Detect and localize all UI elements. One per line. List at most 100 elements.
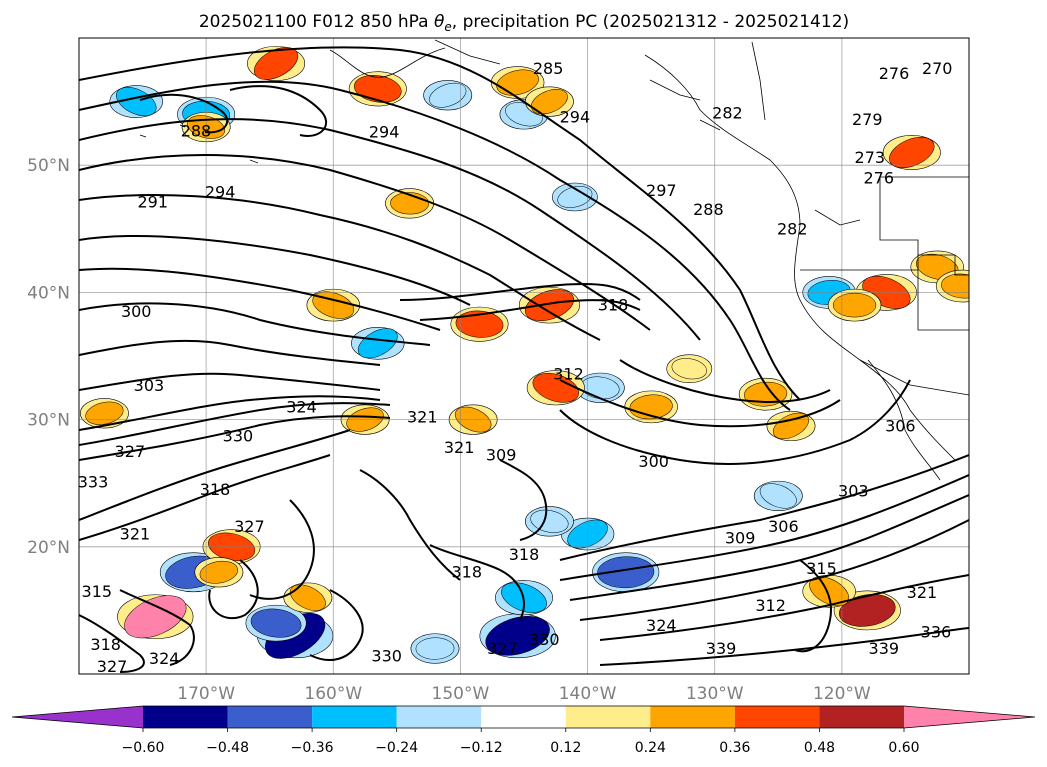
contour-label: 288: [693, 200, 724, 219]
contour-label: 318: [452, 563, 483, 582]
contour-label: 324: [149, 649, 180, 668]
precip-region: [254, 47, 299, 80]
contour-label: 318: [200, 480, 231, 499]
contour-label: 279: [852, 110, 883, 129]
longitude-tick-labels: 170°W 160°W 150°W 140°W 130°W 120°W: [177, 684, 871, 704]
colorbar-tick-label: −0.12: [460, 740, 503, 756]
precip-region: [429, 82, 467, 108]
lon-tick-label: 170°W: [177, 684, 235, 704]
contour-label: 291: [137, 193, 168, 212]
contour-label: 309: [725, 528, 756, 547]
lon-tick-label: 130°W: [686, 684, 744, 704]
precip-region: [485, 616, 550, 656]
precip-region: [354, 75, 402, 103]
precip-region: [455, 310, 504, 338]
contour-label: 318: [509, 545, 540, 564]
precip-region: [124, 595, 187, 639]
contour-label: 282: [777, 219, 808, 238]
contour-label: 270: [922, 59, 953, 78]
contour-label: 300: [638, 452, 669, 471]
contour-label: 276: [863, 168, 894, 187]
contour-label: 324: [286, 397, 317, 416]
colorbar-segment: [819, 706, 904, 728]
contour-label: 273: [855, 148, 886, 167]
contour-label: 318: [90, 635, 121, 654]
contour-label: 282: [712, 104, 743, 123]
contour-label: 321: [407, 408, 438, 427]
contour-label: 288: [181, 121, 212, 140]
contour-label: 339: [869, 639, 900, 658]
colorbar-segment: [396, 706, 482, 728]
colorbar-segment: [481, 706, 566, 728]
colorbar-extend-max: [904, 706, 1035, 728]
contour-label: 327: [115, 442, 146, 461]
contour-label: 294: [369, 123, 400, 142]
colorbar-segment: [143, 706, 228, 728]
contour-label: 330: [371, 647, 402, 666]
contour-label: 303: [838, 481, 869, 500]
contour-label: 318: [598, 296, 629, 315]
precip-region: [839, 594, 896, 627]
precip-region: [250, 608, 302, 638]
precip-region: [532, 373, 579, 403]
contour-label: 333: [78, 472, 109, 491]
precip-region: [289, 584, 326, 611]
precip-region: [415, 637, 455, 660]
colorbar-tick-label: −0.36: [291, 740, 334, 756]
map-panel: 2702762762732792822822852882942942972882…: [78, 38, 969, 674]
colorbar-tick-label: 0.60: [888, 740, 919, 756]
colorbar-tick-label: 0.48: [804, 740, 835, 756]
contour-label: 324: [646, 616, 677, 635]
lon-tick-label: 140°W: [559, 684, 617, 704]
colorbar-tick-label: 0.12: [550, 740, 581, 756]
colorbar-tick-label: −0.48: [206, 740, 249, 756]
contour-label: 321: [120, 525, 151, 544]
latitude-tick-labels: 50°N 40°N 30°N 20°N: [27, 156, 70, 558]
contour-label: 300: [121, 302, 152, 321]
contour-label: 327: [487, 639, 518, 658]
precip-region: [671, 358, 707, 380]
precip-region: [530, 89, 568, 115]
colorbar-segment: [312, 706, 397, 728]
map-frame: [78, 37, 970, 675]
lat-tick-label: 30°N: [27, 411, 70, 431]
contour-label: 336: [921, 623, 952, 642]
contour-label: 306: [885, 416, 916, 435]
colorbar-tick-label: 0.24: [635, 740, 666, 756]
precip-region: [199, 560, 239, 584]
contour-label: 312: [553, 364, 584, 383]
contour-label: 321: [907, 583, 938, 602]
coastlines: [139, 39, 969, 481]
precip-region: [496, 69, 539, 96]
precip-pc-field: [80, 45, 969, 664]
contour-label: 294: [560, 107, 591, 126]
contour-label: 294: [205, 182, 236, 201]
precip-region: [889, 136, 935, 169]
colorbar-tick-label: −0.24: [375, 740, 418, 756]
contour-label: 315: [82, 582, 113, 601]
colorbar-segment: [565, 706, 651, 728]
colorbar-extend-min: [12, 706, 143, 728]
contour-label: 339: [706, 639, 737, 658]
precip-region: [759, 483, 797, 509]
contour-label: 285: [533, 59, 564, 78]
theta-e-contour-labels: 2702762762732792822822852882942942972882…: [78, 59, 953, 674]
colorbar: −0.60 −0.48 −0.36 −0.24 −0.12 0.12 0.24 0.36 0.4…: [11, 705, 1036, 756]
graticule: [79, 38, 969, 674]
colorbar-segment: [650, 706, 735, 728]
contour-label: 297: [646, 181, 677, 200]
colorbar-tick-label: −0.60: [122, 740, 165, 756]
contour-label: 276: [879, 64, 910, 83]
contour-label: 312: [755, 596, 786, 615]
contour-label: 306: [768, 517, 799, 536]
contour-label: 315: [806, 559, 837, 578]
contour-label: 327: [234, 517, 265, 536]
lon-tick-label: 160°W: [304, 684, 362, 704]
colorbar-segment: [734, 706, 820, 728]
precip-region: [85, 401, 124, 425]
precip-region: [116, 87, 157, 117]
chart-title: 2025021100 F012 850 hPa θe, precipitatio…: [199, 12, 849, 34]
lat-tick-label: 40°N: [27, 283, 70, 303]
contour-label: 321: [444, 438, 475, 457]
